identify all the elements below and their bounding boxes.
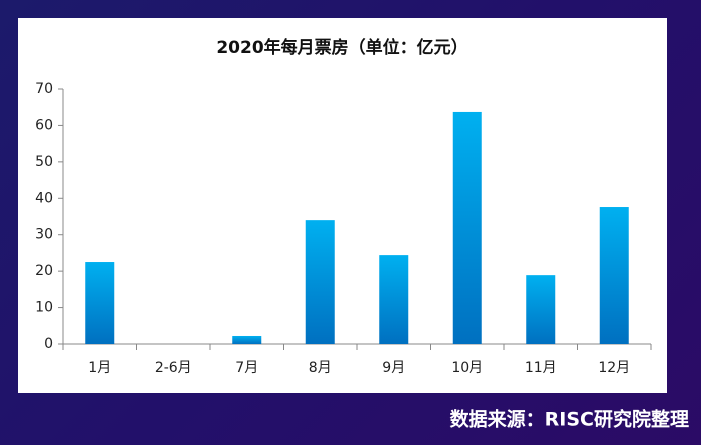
y-tick-label: 10 [35, 300, 53, 316]
y-tick-label: 60 [35, 117, 53, 133]
bar [452, 111, 482, 344]
y-tick-label: 40 [35, 190, 53, 206]
x-tick-label: 10月 [451, 360, 483, 376]
x-tick-label: 12月 [598, 360, 630, 376]
bar [85, 262, 115, 344]
x-tick-label: 1月 [88, 360, 111, 376]
bar [599, 207, 629, 344]
x-tick-label: 11月 [525, 360, 557, 376]
x-tick-label: 2-6月 [155, 360, 192, 376]
bar [526, 275, 556, 344]
y-tick-label: 30 [35, 227, 53, 243]
x-tick-label: 9月 [382, 360, 405, 376]
y-tick-label: 50 [35, 154, 53, 170]
y-tick-label: 20 [35, 263, 53, 279]
bar [379, 255, 409, 344]
x-tick-label: 7月 [235, 360, 258, 376]
chart-panel [18, 18, 667, 393]
chart-title: 2020年每月票房（单位：亿元） [216, 37, 467, 58]
source-note: 数据来源：RISC研究院整理 [450, 408, 689, 431]
x-tick-label: 8月 [309, 360, 332, 376]
y-tick-label: 0 [44, 336, 53, 352]
y-tick-label: 70 [35, 81, 53, 97]
bar [232, 335, 262, 344]
bar [305, 220, 335, 344]
